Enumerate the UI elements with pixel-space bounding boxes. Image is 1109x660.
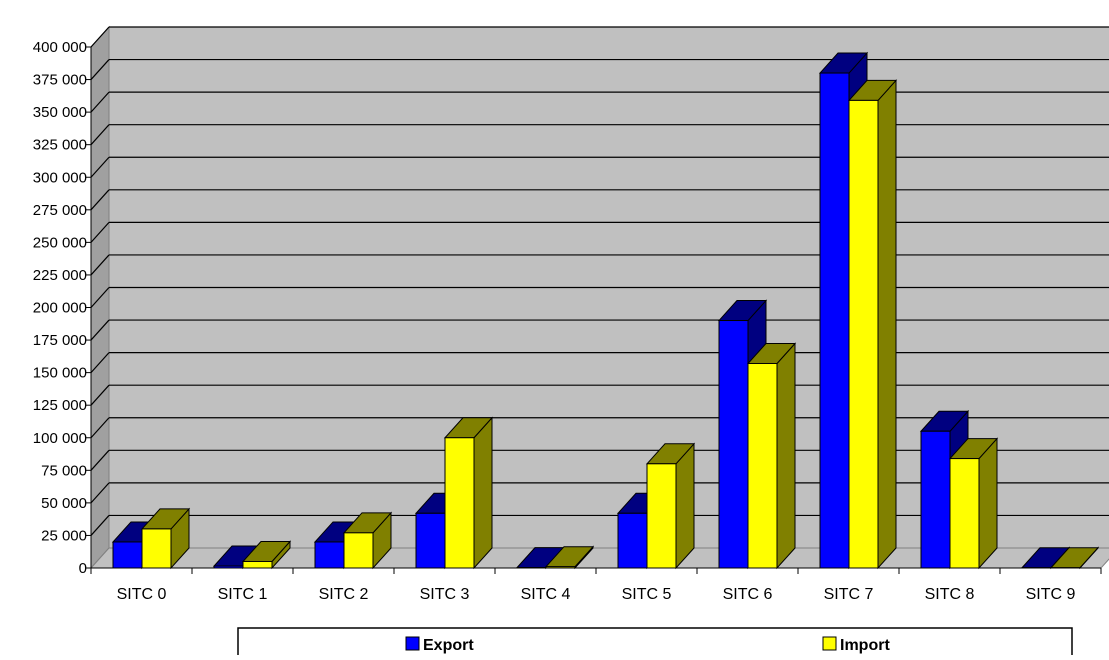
bar-front xyxy=(647,464,676,568)
x-tick-label: SITC 6 xyxy=(723,586,773,603)
y-tick-label: 175 000 xyxy=(33,332,87,349)
bar-front xyxy=(618,513,647,568)
bar-side xyxy=(676,444,694,568)
y-tick-label: 75 000 xyxy=(41,462,87,479)
y-tick-label: 50 000 xyxy=(41,495,87,512)
x-tick-label: SITC 5 xyxy=(622,586,672,603)
bar-front xyxy=(315,542,344,568)
bar-front xyxy=(113,542,142,568)
bar-front xyxy=(243,561,272,568)
y-tick-label: 400 000 xyxy=(33,39,87,56)
legend-swatch-import xyxy=(823,637,836,650)
x-tick-label: SITC 3 xyxy=(420,586,470,603)
y-tick-label: 100 000 xyxy=(33,430,87,447)
bar-front xyxy=(748,364,777,568)
y-tick-label: 275 000 xyxy=(33,202,87,219)
bar-front xyxy=(344,533,373,568)
bar-front xyxy=(416,513,445,568)
y-tick-label: 300 000 xyxy=(33,169,87,186)
y-tick-label: 0 xyxy=(79,560,87,577)
y-tick-label: 325 000 xyxy=(33,137,87,154)
x-tick-label: SITC 0 xyxy=(117,586,167,603)
y-tick-label: 125 000 xyxy=(33,397,87,414)
bar-import xyxy=(950,439,997,568)
bar-front xyxy=(546,567,575,568)
bar-import xyxy=(748,344,795,568)
bar-front xyxy=(921,431,950,568)
y-tick-label: 375 000 xyxy=(33,72,87,89)
y-tick-label: 25 000 xyxy=(41,527,87,544)
bar-import xyxy=(647,444,694,568)
bar-front xyxy=(142,529,171,568)
x-tick-labels: SITC 0 SITC 1 SITC 2 SITC 3 SITC 4 SITC 5 SITC… xyxy=(117,586,1076,603)
legend-label-export: Export xyxy=(423,637,474,654)
y-tick-label: 200 000 xyxy=(33,300,87,317)
bar-front xyxy=(214,566,243,568)
y-tick-label: 350 000 xyxy=(33,104,87,121)
y-tick-labels: 0 25 000 50 000 75 000 100 000 125 000 150 000… xyxy=(33,39,87,577)
bar-side xyxy=(979,439,997,568)
x-tick-label: SITC 7 xyxy=(824,586,874,603)
bar-front xyxy=(820,73,849,568)
y-tick-label: 250 000 xyxy=(33,234,87,251)
bar-front xyxy=(719,321,748,568)
legend-label-import: Import xyxy=(840,637,890,654)
bar-front xyxy=(849,100,878,568)
legend-swatch-export xyxy=(406,637,419,650)
bar-side xyxy=(474,418,492,568)
bar-front xyxy=(950,459,979,568)
bar-side xyxy=(878,80,896,568)
legend: Export Import xyxy=(238,628,1072,655)
x-tick-label: SITC 4 xyxy=(521,586,571,603)
x-tick-label: SITC 2 xyxy=(319,586,369,603)
legend-box xyxy=(238,628,1072,655)
bar-side xyxy=(777,344,795,568)
x-tick-label: SITC 9 xyxy=(1026,586,1076,603)
y-tick-label: 150 000 xyxy=(33,365,87,382)
bar-import xyxy=(849,80,896,568)
bar-front xyxy=(445,438,474,568)
x-tick-label: SITC 1 xyxy=(218,586,268,603)
x-tick-label: SITC 8 xyxy=(925,586,975,603)
bar-import xyxy=(445,418,492,568)
y-tick-label: 225 000 xyxy=(33,267,87,284)
